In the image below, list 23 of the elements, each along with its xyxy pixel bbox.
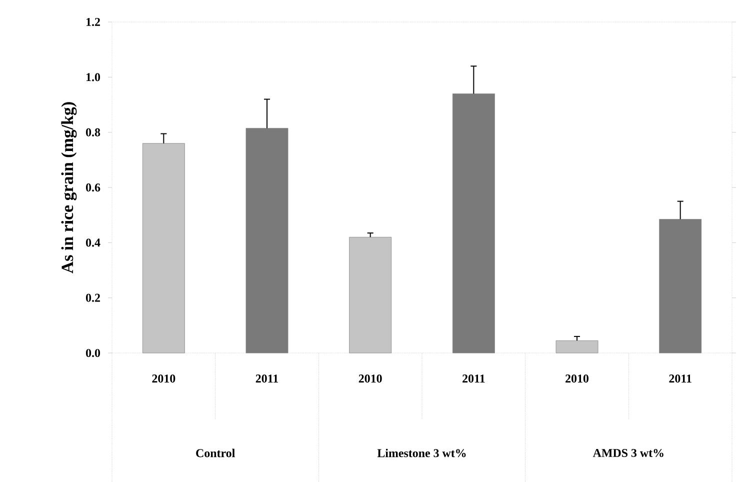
text: AMDS 3 wt% — [592, 448, 664, 458]
bar — [246, 128, 288, 354]
y-tick-label: 0.4 — [86, 238, 100, 247]
y-axis-title: As in rice grain (mg/kg) — [61, 102, 77, 274]
y-tick-label: 1.2 — [86, 18, 100, 26]
x-tick-label: 2010 — [566, 374, 588, 383]
y-tick-label: 0.8 — [86, 128, 100, 136]
text: Control — [196, 448, 235, 458]
bar — [556, 340, 598, 354]
x-tick-label: 2011 — [256, 374, 278, 383]
y-tick-label: 1.0 — [86, 73, 100, 82]
bar — [142, 143, 185, 354]
y-tick-label: 0.6 — [86, 183, 100, 192]
bar — [659, 219, 702, 354]
x-tick-label: 2010 — [358, 374, 382, 383]
bar — [349, 236, 392, 354]
x-tick-label: 2010 — [152, 374, 176, 383]
x-tick-label: 2011 — [669, 374, 692, 383]
text: Limestone 3 wt% — [377, 448, 466, 458]
y-tick-label: 0.2 — [86, 294, 100, 302]
bar — [452, 94, 495, 354]
x-tick-label: 2011 — [462, 374, 485, 383]
y-tick-label: 0.0 — [86, 348, 100, 358]
